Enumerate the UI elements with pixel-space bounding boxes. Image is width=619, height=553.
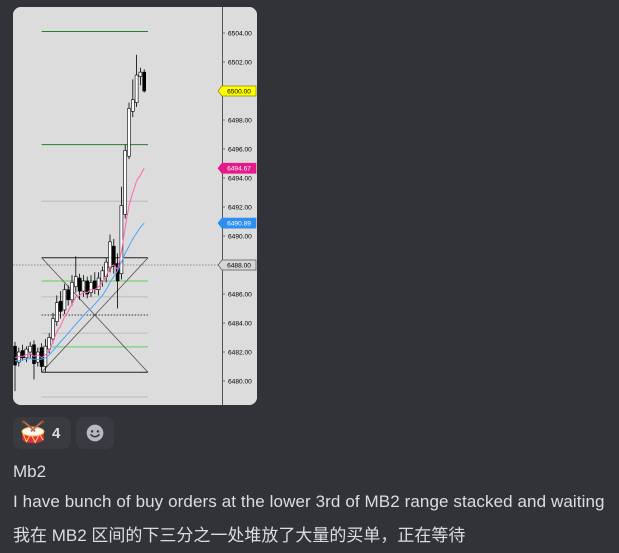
price-tag-label: 6490.89 [227, 220, 251, 227]
price-tag-label: 6488.00 [227, 262, 251, 269]
add-reaction-button[interactable] [76, 417, 114, 449]
candle-bear [112, 245, 116, 267]
smiley-icon [85, 423, 105, 443]
price-tag [217, 217, 257, 229]
candle-bull [70, 282, 74, 301]
candle-bear [85, 280, 89, 295]
price-axis-label: 6482.00 [228, 349, 252, 356]
candle-bull [28, 345, 32, 353]
candle-bear [13, 345, 17, 366]
candle-bull [73, 276, 78, 288]
candle-bull [134, 74, 139, 103]
candle-bull [96, 277, 101, 290]
candle-bull [123, 150, 127, 215]
candle-bear [58, 300, 63, 312]
candle-bear [142, 71, 146, 92]
candle-bull [127, 108, 131, 157]
candle-bull [51, 318, 55, 340]
chart-attachment[interactable]: 6504.00 6502.00 6498.00 6496.00 6494.00 6492.… [13, 7, 257, 405]
price-axis-label: 6494.00 [228, 175, 252, 182]
candle-bear [77, 277, 82, 292]
price-axis-area [222, 7, 257, 405]
price-tag [217, 162, 257, 174]
price-tag-label: 6500.00 [227, 88, 251, 95]
candle-bull [47, 337, 52, 350]
price-tag [217, 85, 257, 97]
candle-bull [54, 302, 59, 322]
message-line: 我在 MB2 区间的下三分之一处堆放了大量的买单，正在等待 [13, 526, 466, 545]
message-line: Mb2 [13, 462, 47, 481]
price-axis-label: 6484.00 [228, 320, 252, 327]
candle-bull [62, 289, 67, 311]
price-axis-label: 6486.00 [228, 291, 252, 298]
candle-bull [131, 99, 135, 112]
ma-slow-line [15, 222, 145, 362]
candle-bull [108, 241, 112, 269]
diagonal-line [41, 257, 149, 373]
price-tag [217, 259, 257, 271]
candle-bull [100, 270, 105, 282]
price-axis-label: 6490.00 [228, 233, 252, 240]
price-axis-label: 6480.00 [228, 378, 252, 385]
ma-fast-line [14, 168, 145, 359]
candle-bull [89, 282, 93, 293]
candle-bull [81, 280, 86, 292]
price-axis-label: 6502.00 [228, 59, 252, 66]
price-tag-label: 6494.67 [227, 166, 251, 173]
drum-icon [20, 420, 46, 446]
price-axis-label: 6504.00 [228, 30, 252, 37]
candle-bear [32, 344, 36, 364]
message-line: I have bunch of buy orders at the lower … [13, 492, 605, 511]
candle-bear [66, 289, 71, 301]
candle-bull [43, 345, 48, 367]
price-axis-label: 6496.00 [228, 146, 252, 153]
price-axis-label: 6492.00 [228, 204, 252, 211]
candle-bull [35, 351, 40, 363]
candle-bull [138, 71, 143, 77]
candle-bear [20, 350, 25, 359]
candle-bull [24, 348, 29, 359]
reaction-drum[interactable]: 4 [13, 417, 71, 449]
candlestick-chart: 6504.00 6502.00 6498.00 6496.00 6494.00 6492.… [13, 7, 257, 405]
reaction-count: 4 [52, 424, 61, 442]
price-axis-label: 6498.00 [228, 117, 252, 124]
